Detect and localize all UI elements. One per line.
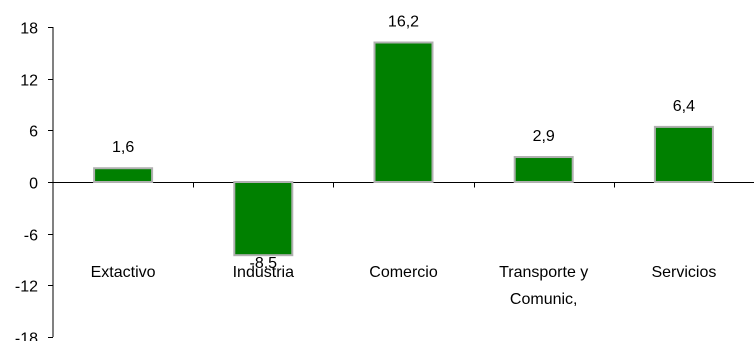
category-label: Extactivo [91, 264, 156, 281]
y-tick-label: -6 [24, 228, 38, 245]
y-tick-label: -12 [15, 279, 38, 296]
y-tick-label: 6 [29, 124, 38, 141]
bars [93, 41, 714, 257]
data-label: 16,2 [388, 14, 419, 31]
data-label: 1,6 [112, 139, 134, 156]
category-label: Transporte y [499, 264, 588, 281]
category-label: Servicios [651, 264, 716, 281]
bar [513, 156, 574, 183]
bar [653, 125, 714, 183]
bar [93, 167, 154, 184]
y-tick-label: 0 [29, 176, 38, 193]
y-tick-label: 12 [20, 73, 38, 90]
y-tick-label: -18 [15, 331, 38, 341]
y-tick-label: 18 [20, 21, 38, 38]
category-label: Comunic, [510, 291, 578, 308]
category-label: Comercio [369, 264, 438, 281]
data-label: 2,9 [533, 128, 555, 145]
bar [373, 41, 434, 183]
labels: 1,6 -8,5 16,2 2,9 6,4 Extactivo Industria Comer… [91, 14, 717, 309]
data-label: -8,5 [250, 255, 278, 272]
bar [233, 181, 294, 257]
category-label: Industria [233, 264, 294, 281]
data-label: 6,4 [673, 98, 695, 115]
